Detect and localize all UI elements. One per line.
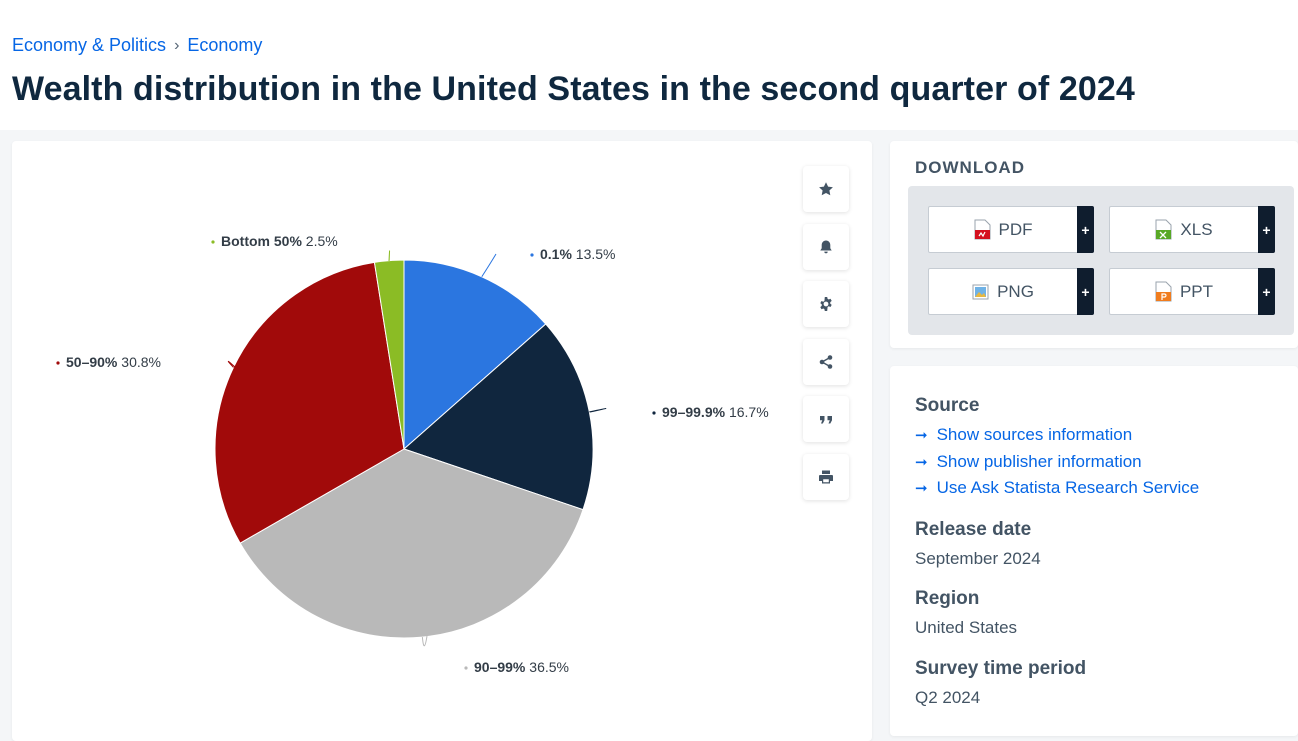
show-publisher-label: Show publisher information	[936, 452, 1142, 471]
chart-tools	[803, 166, 849, 511]
download-png-label: PNG	[997, 281, 1034, 301]
pie-label-dot	[56, 361, 60, 365]
pdf-file-icon	[974, 219, 990, 240]
pie-category-label: 50–90%	[66, 354, 118, 370]
arrow-right-icon: ➞	[915, 480, 928, 497]
gear-icon	[820, 297, 832, 311]
show-sources-link[interactable]: ➞ Show sources information	[915, 425, 1132, 445]
print-button[interactable]	[803, 453, 849, 500]
quote-icon	[820, 416, 832, 424]
pie-label-dot	[530, 253, 534, 257]
breadcrumb: Economy & Politics › Economy	[12, 35, 262, 56]
pie-data-label: 90–99% 36.5%	[474, 659, 569, 675]
breadcrumb-economy[interactable]: Economy	[187, 35, 263, 55]
region-value: United States	[915, 618, 1018, 637]
pie-label-dot	[652, 411, 656, 415]
download-pdf-label: PDF	[998, 219, 1033, 239]
download-area: PDF + XLS + PNG + PPT +	[908, 186, 1294, 335]
breadcrumb-economy-politics[interactable]: Economy & Politics	[12, 35, 167, 55]
pie-data-label: Bottom 50% 2.5%	[221, 233, 338, 249]
cite-button[interactable]	[803, 396, 849, 442]
share-button[interactable]	[803, 338, 849, 385]
release-date-heading: Release date	[915, 519, 1032, 540]
pie-label-dot	[211, 240, 215, 244]
pie-category-label: Bottom 50%	[221, 233, 302, 249]
download-png-plus[interactable]: +	[1077, 268, 1094, 315]
bell-icon	[820, 240, 832, 253]
show-publisher-link[interactable]: ➞ Show publisher information	[915, 452, 1142, 472]
favorite-button[interactable]	[803, 166, 849, 212]
pie-label-dot	[464, 666, 468, 670]
download-pdf-button[interactable]: PDF +	[928, 206, 1094, 253]
region-heading: Region	[915, 588, 980, 609]
research-service-link[interactable]: ➞ Use Ask Statista Research Service	[915, 478, 1199, 498]
pie-slice[interactable]	[214, 261, 405, 544]
download-ppt-label: PPT	[1179, 281, 1214, 301]
pie-data-label: 99–99.9% 16.7%	[662, 404, 769, 420]
header: Economy & Politics › Economy Wealth dist…	[0, 0, 1298, 130]
download-ppt-button[interactable]: PPT +	[1109, 268, 1275, 315]
pie-connector	[589, 407, 607, 413]
research-service-label: Use Ask Statista Research Service	[936, 478, 1200, 497]
ppt-file-icon	[1155, 281, 1172, 302]
page-title: Wealth distribution in the United States…	[12, 70, 1135, 108]
pie-value-label: 13.5%	[572, 246, 616, 262]
pie-connector	[227, 360, 237, 369]
info-panel: Source ➞ Show sources information ➞ Show…	[890, 366, 1298, 736]
star-icon	[819, 182, 833, 196]
pie-connector	[421, 635, 428, 647]
download-title: DOWNLOAD	[915, 158, 1025, 177]
xls-file-icon	[1155, 219, 1172, 240]
arrow-right-icon: ➞	[915, 454, 928, 471]
arrow-right-icon: ➞	[915, 427, 928, 444]
download-xls-label: XLS	[1180, 219, 1213, 239]
pie-connector	[388, 250, 391, 262]
pie-value-label: 36.5%	[525, 659, 569, 675]
pie-connector	[481, 253, 497, 278]
release-date-value: September 2024	[915, 549, 1041, 568]
pie-category-label: 99–99.9%	[662, 404, 726, 420]
pie-category-label: 0.1%	[540, 246, 572, 262]
breadcrumb-separator: ›	[174, 36, 180, 54]
download-xls-plus[interactable]: +	[1258, 206, 1275, 253]
download-pdf-plus[interactable]: +	[1077, 206, 1094, 253]
notification-button[interactable]	[803, 223, 849, 270]
settings-button[interactable]	[803, 281, 849, 327]
download-ppt-plus[interactable]: +	[1258, 268, 1275, 315]
pie-category-label: 90–99%	[474, 659, 526, 675]
pie-value-label: 30.8%	[117, 354, 161, 370]
download-panel: DOWNLOAD PDF + XLS + PNG +	[890, 141, 1298, 348]
pie-value-label: 2.5%	[302, 233, 338, 249]
pie-value-label: 16.7%	[725, 404, 769, 420]
pie-data-label: 50–90% 30.8%	[66, 354, 161, 370]
source-heading: Source	[915, 395, 980, 416]
show-sources-label: Show sources information	[936, 425, 1133, 444]
survey-period-value: Q2 2024	[915, 688, 981, 707]
print-icon	[819, 470, 833, 483]
pie-data-label: 0.1% 13.5%	[540, 246, 616, 262]
share-icon	[819, 354, 833, 369]
png-file-icon	[972, 284, 989, 300]
download-png-button[interactable]: PNG +	[928, 268, 1094, 315]
pie-slice[interactable]	[239, 448, 584, 639]
chart-card: 0.1% 13.5% 99–99.9% 16.7% 90–99% 36.5% 50–9…	[12, 141, 872, 741]
pie-chart: 0.1% 13.5% 99–99.9% 16.7% 90–99% 36.5% 50–9…	[56, 233, 769, 675]
download-xls-button[interactable]: XLS +	[1109, 206, 1275, 253]
survey-period-heading: Survey time period	[915, 658, 1087, 679]
